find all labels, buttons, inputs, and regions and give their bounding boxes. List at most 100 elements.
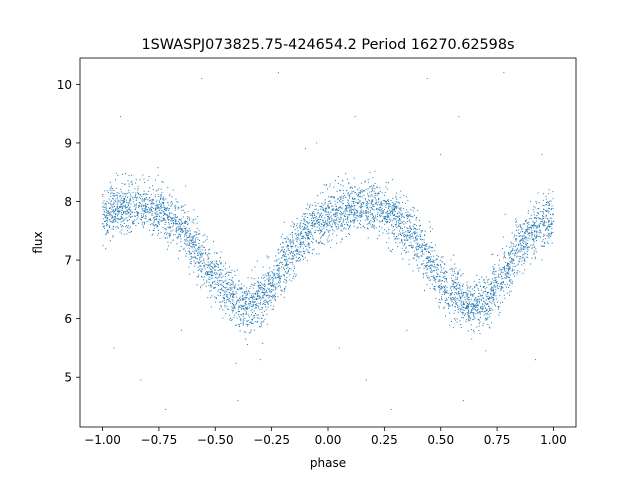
data-point bbox=[511, 250, 513, 252]
data-point bbox=[268, 256, 270, 258]
data-point bbox=[233, 293, 235, 295]
data-point bbox=[330, 221, 332, 223]
data-point bbox=[258, 282, 260, 284]
data-point bbox=[271, 308, 273, 310]
data-point bbox=[282, 233, 284, 235]
data-point bbox=[388, 203, 390, 205]
data-point bbox=[494, 279, 496, 281]
data-point bbox=[427, 268, 429, 270]
data-point bbox=[193, 271, 195, 273]
data-point bbox=[228, 271, 230, 273]
data-point bbox=[285, 256, 287, 258]
data-point bbox=[137, 214, 139, 216]
data-point bbox=[505, 286, 507, 288]
data-point bbox=[125, 213, 127, 215]
data-point bbox=[287, 266, 289, 268]
data-point bbox=[116, 195, 118, 197]
data-point bbox=[312, 237, 314, 239]
data-point bbox=[440, 288, 442, 290]
data-point bbox=[549, 200, 551, 202]
data-point bbox=[192, 242, 194, 244]
data-point bbox=[163, 199, 165, 201]
data-point bbox=[429, 257, 431, 259]
data-point bbox=[491, 254, 493, 256]
data-point bbox=[208, 274, 210, 276]
data-point bbox=[194, 262, 196, 264]
data-point bbox=[188, 219, 190, 221]
data-point bbox=[490, 312, 492, 314]
data-point bbox=[203, 258, 205, 260]
data-point bbox=[321, 228, 323, 230]
data-point bbox=[234, 270, 236, 272]
data-point bbox=[295, 250, 297, 252]
data-point bbox=[504, 297, 506, 299]
data-point bbox=[221, 277, 223, 279]
data-point bbox=[296, 239, 298, 241]
data-point bbox=[154, 196, 156, 198]
data-point bbox=[527, 245, 529, 247]
data-point bbox=[409, 226, 411, 228]
data-point bbox=[502, 236, 504, 238]
data-point bbox=[527, 256, 529, 258]
data-point bbox=[111, 217, 113, 219]
data-point bbox=[501, 286, 503, 288]
data-point bbox=[337, 223, 339, 225]
data-point bbox=[441, 286, 443, 288]
data-point bbox=[466, 284, 468, 286]
data-point bbox=[186, 216, 188, 218]
data-point bbox=[515, 221, 517, 223]
data-point bbox=[157, 205, 159, 207]
data-point bbox=[529, 218, 531, 220]
data-point bbox=[268, 281, 270, 283]
data-point bbox=[111, 189, 113, 191]
data-point bbox=[292, 255, 294, 257]
data-point bbox=[123, 212, 125, 214]
data-point bbox=[415, 228, 417, 230]
data-point bbox=[289, 239, 291, 241]
data-point bbox=[206, 264, 208, 266]
data-point bbox=[258, 317, 260, 319]
data-point bbox=[104, 214, 106, 216]
data-point bbox=[393, 218, 395, 220]
data-point bbox=[115, 198, 117, 200]
data-point bbox=[528, 221, 530, 223]
data-point bbox=[272, 275, 274, 277]
data-point bbox=[508, 263, 510, 265]
data-point bbox=[128, 185, 130, 187]
data-point bbox=[260, 283, 262, 285]
data-point bbox=[436, 264, 438, 266]
data-point bbox=[105, 207, 107, 209]
data-point bbox=[429, 256, 431, 258]
data-point bbox=[372, 221, 374, 223]
data-point bbox=[353, 209, 355, 211]
data-point bbox=[400, 190, 402, 192]
data-point bbox=[486, 296, 488, 298]
data-point bbox=[240, 322, 242, 324]
data-point bbox=[478, 300, 480, 302]
data-point bbox=[214, 266, 216, 268]
data-point bbox=[242, 298, 244, 300]
data-point bbox=[431, 264, 433, 266]
data-point bbox=[240, 318, 242, 320]
data-point bbox=[395, 192, 397, 194]
data-point bbox=[467, 312, 469, 314]
data-point bbox=[366, 206, 368, 208]
data-point bbox=[126, 209, 128, 211]
data-point bbox=[315, 208, 317, 210]
data-point bbox=[257, 317, 259, 319]
data-point bbox=[376, 213, 378, 215]
data-point bbox=[373, 185, 375, 187]
data-point bbox=[374, 219, 376, 221]
data-point bbox=[211, 272, 213, 274]
data-point bbox=[157, 193, 159, 195]
data-point bbox=[349, 211, 351, 213]
data-point bbox=[330, 215, 332, 217]
data-point bbox=[533, 253, 535, 255]
data-point bbox=[379, 221, 381, 223]
data-point bbox=[307, 237, 309, 239]
data-point bbox=[380, 212, 382, 214]
data-point bbox=[257, 294, 259, 296]
data-point bbox=[328, 211, 330, 213]
data-point bbox=[161, 209, 163, 211]
data-point bbox=[375, 203, 377, 205]
